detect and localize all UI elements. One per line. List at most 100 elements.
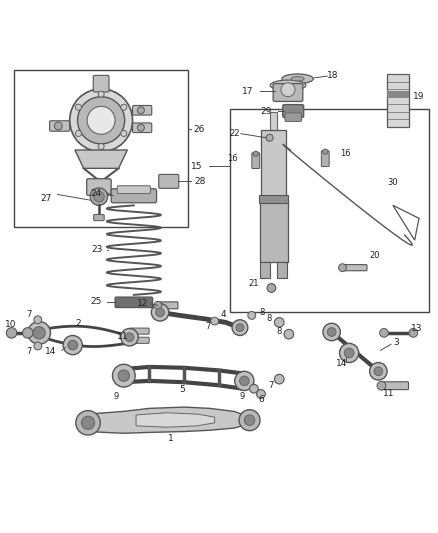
FancyBboxPatch shape	[159, 174, 179, 188]
Circle shape	[76, 410, 100, 435]
Text: 21: 21	[248, 279, 259, 288]
Circle shape	[28, 321, 50, 344]
FancyBboxPatch shape	[157, 302, 178, 309]
Text: 28: 28	[194, 177, 206, 186]
Text: 20: 20	[370, 251, 380, 260]
Text: 5: 5	[179, 385, 185, 394]
Text: 11: 11	[383, 390, 394, 399]
Circle shape	[248, 311, 256, 319]
Text: 3: 3	[393, 338, 399, 348]
Circle shape	[211, 317, 219, 325]
FancyBboxPatch shape	[343, 264, 367, 271]
FancyBboxPatch shape	[130, 337, 149, 343]
Text: 7: 7	[26, 347, 32, 356]
Circle shape	[244, 415, 255, 425]
Text: 2: 2	[76, 319, 81, 328]
Text: 16: 16	[340, 149, 350, 158]
Circle shape	[284, 329, 293, 339]
Bar	[270, 112, 277, 130]
Circle shape	[370, 362, 387, 380]
Text: 7: 7	[205, 322, 211, 331]
Circle shape	[155, 308, 164, 317]
Circle shape	[339, 264, 346, 272]
FancyBboxPatch shape	[130, 328, 149, 334]
Circle shape	[275, 374, 284, 384]
Circle shape	[409, 328, 418, 337]
Circle shape	[78, 97, 125, 144]
Circle shape	[22, 328, 33, 338]
Text: 9: 9	[114, 392, 119, 401]
Circle shape	[138, 107, 145, 114]
Circle shape	[275, 318, 284, 327]
Circle shape	[34, 342, 42, 350]
Circle shape	[81, 416, 95, 430]
Ellipse shape	[282, 74, 313, 84]
Text: 23: 23	[91, 245, 102, 254]
Circle shape	[125, 333, 134, 342]
Text: 12: 12	[137, 298, 148, 308]
Bar	[14, 70, 188, 227]
Circle shape	[7, 328, 17, 338]
Polygon shape	[88, 407, 250, 433]
FancyBboxPatch shape	[49, 121, 70, 131]
Text: 26: 26	[194, 125, 205, 134]
Circle shape	[34, 316, 42, 324]
Circle shape	[98, 91, 104, 97]
Circle shape	[63, 335, 82, 354]
FancyBboxPatch shape	[273, 84, 303, 101]
Circle shape	[118, 370, 130, 381]
Text: 7: 7	[26, 310, 32, 319]
FancyBboxPatch shape	[117, 185, 150, 193]
FancyBboxPatch shape	[283, 104, 304, 118]
Text: 18: 18	[327, 71, 338, 80]
Bar	[277, 262, 287, 278]
Text: 16: 16	[227, 154, 237, 163]
Text: 14: 14	[45, 347, 57, 356]
Text: 10: 10	[4, 320, 16, 329]
Text: 11: 11	[117, 332, 129, 341]
Text: 8: 8	[266, 314, 272, 324]
Circle shape	[250, 384, 258, 393]
Text: 15: 15	[191, 161, 203, 171]
Text: 8: 8	[276, 327, 282, 336]
Circle shape	[154, 302, 162, 309]
Ellipse shape	[291, 77, 304, 81]
FancyBboxPatch shape	[133, 106, 152, 115]
Circle shape	[54, 122, 62, 130]
FancyBboxPatch shape	[115, 297, 152, 308]
Circle shape	[323, 323, 340, 341]
Circle shape	[151, 304, 169, 321]
Circle shape	[236, 324, 244, 332]
Circle shape	[377, 381, 386, 390]
Circle shape	[70, 89, 133, 152]
FancyBboxPatch shape	[111, 189, 156, 203]
Bar	[260, 262, 270, 278]
Circle shape	[339, 343, 359, 362]
Polygon shape	[75, 150, 127, 168]
Circle shape	[239, 410, 260, 431]
FancyBboxPatch shape	[93, 75, 109, 92]
Polygon shape	[136, 413, 215, 427]
Bar	[261, 130, 286, 199]
Bar	[260, 199, 288, 262]
Text: 14: 14	[336, 359, 348, 368]
FancyBboxPatch shape	[87, 179, 111, 195]
Text: 25: 25	[90, 297, 102, 306]
Circle shape	[121, 104, 127, 110]
Circle shape	[33, 327, 45, 339]
Text: 13: 13	[410, 324, 422, 333]
Circle shape	[240, 376, 249, 386]
Text: 22: 22	[229, 129, 240, 138]
Circle shape	[68, 340, 78, 350]
Text: 9: 9	[239, 392, 244, 401]
Bar	[387, 75, 410, 127]
Circle shape	[253, 151, 258, 156]
Text: 1: 1	[168, 434, 174, 443]
Text: 19: 19	[413, 92, 425, 101]
FancyBboxPatch shape	[381, 382, 409, 390]
Circle shape	[323, 149, 328, 154]
Circle shape	[75, 104, 81, 110]
Circle shape	[266, 134, 273, 141]
Circle shape	[374, 367, 383, 376]
Text: 4: 4	[221, 310, 226, 319]
